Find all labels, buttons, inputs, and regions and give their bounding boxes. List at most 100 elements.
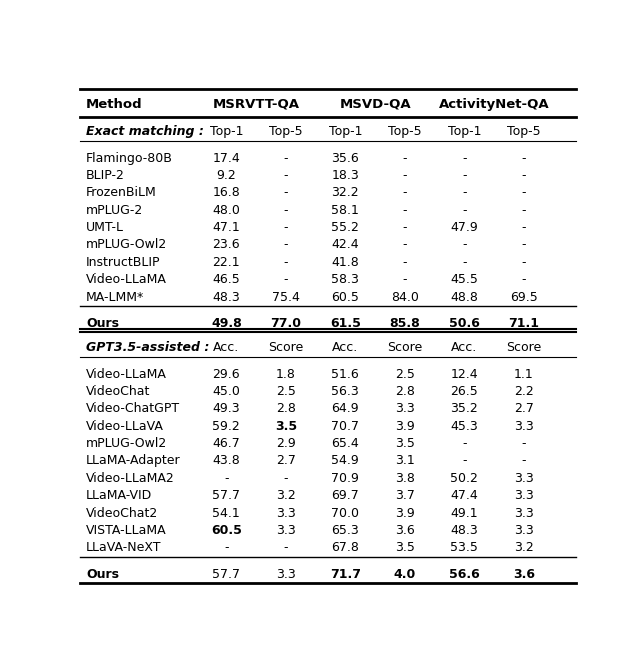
Text: FrozenBiLM: FrozenBiLM	[86, 186, 157, 199]
Text: 3.3: 3.3	[514, 489, 534, 502]
Text: Acc.: Acc.	[451, 341, 477, 354]
Text: Video-ChatGPT: Video-ChatGPT	[86, 402, 180, 416]
Text: 3.2: 3.2	[514, 541, 534, 554]
Text: -: -	[522, 204, 526, 217]
Text: 48.0: 48.0	[212, 204, 240, 217]
Text: 69.5: 69.5	[510, 291, 538, 303]
Text: 9.2: 9.2	[216, 169, 236, 182]
Text: 58.1: 58.1	[332, 204, 359, 217]
Text: 1.1: 1.1	[514, 368, 534, 381]
Text: 56.6: 56.6	[449, 568, 480, 581]
Text: -: -	[403, 221, 407, 234]
Text: Flamingo-80B: Flamingo-80B	[86, 151, 173, 165]
Text: 61.5: 61.5	[330, 317, 361, 330]
Text: ActivityNet-QA: ActivityNet-QA	[439, 97, 550, 111]
Text: -: -	[522, 273, 526, 286]
Text: UMT-L: UMT-L	[86, 221, 124, 234]
Text: 60.5: 60.5	[332, 291, 359, 303]
Text: 49.1: 49.1	[451, 506, 478, 520]
Text: -: -	[284, 221, 288, 234]
Text: -: -	[284, 169, 288, 182]
Text: 2.5: 2.5	[395, 368, 415, 381]
Text: Video-LLaVA: Video-LLaVA	[86, 420, 164, 433]
Text: -: -	[284, 186, 288, 199]
Text: mPLUG-Owl2: mPLUG-Owl2	[86, 239, 167, 251]
Text: -: -	[462, 151, 467, 165]
Text: -: -	[224, 472, 228, 485]
Text: -: -	[522, 437, 526, 450]
Text: 59.2: 59.2	[212, 420, 240, 433]
Text: 3.5: 3.5	[395, 437, 415, 450]
Text: 58.3: 58.3	[332, 273, 359, 286]
Text: -: -	[403, 169, 407, 182]
Text: 18.3: 18.3	[332, 169, 359, 182]
Text: -: -	[522, 239, 526, 251]
Text: Video-LLaMA: Video-LLaMA	[86, 368, 167, 381]
Text: Acc.: Acc.	[332, 341, 358, 354]
Text: 65.3: 65.3	[332, 524, 359, 537]
Text: MSRVTT-QA: MSRVTT-QA	[212, 97, 300, 111]
Text: Method: Method	[86, 97, 143, 111]
Text: MSVD-QA: MSVD-QA	[339, 97, 411, 111]
Text: mPLUG-2: mPLUG-2	[86, 204, 143, 217]
Text: -: -	[462, 256, 467, 269]
Text: 3.9: 3.9	[395, 420, 415, 433]
Text: -: -	[403, 256, 407, 269]
Text: 45.3: 45.3	[451, 420, 478, 433]
Text: Top-5: Top-5	[388, 125, 422, 138]
Text: 48.8: 48.8	[451, 291, 478, 303]
Text: -: -	[403, 204, 407, 217]
Text: 55.2: 55.2	[332, 221, 359, 234]
Text: 3.6: 3.6	[513, 568, 535, 581]
Text: 54.1: 54.1	[212, 506, 240, 520]
Text: 32.2: 32.2	[332, 186, 359, 199]
Text: 3.3: 3.3	[514, 472, 534, 485]
Text: 26.5: 26.5	[451, 385, 478, 398]
Text: 3.3: 3.3	[276, 568, 296, 581]
Text: 2.8: 2.8	[395, 385, 415, 398]
Text: 3.2: 3.2	[276, 489, 296, 502]
Text: Top-5: Top-5	[507, 125, 541, 138]
Text: -: -	[224, 541, 228, 554]
Text: -: -	[403, 239, 407, 251]
Text: -: -	[462, 437, 467, 450]
Text: 3.5: 3.5	[275, 420, 297, 433]
Text: 46.7: 46.7	[212, 437, 240, 450]
Text: Ours: Ours	[86, 568, 119, 581]
Text: 3.1: 3.1	[395, 454, 415, 468]
Text: 3.8: 3.8	[395, 472, 415, 485]
Text: GPT3.5-assisted :: GPT3.5-assisted :	[86, 341, 209, 354]
Text: 71.7: 71.7	[330, 568, 361, 581]
Text: -: -	[284, 151, 288, 165]
Text: 3.3: 3.3	[514, 420, 534, 433]
Text: -: -	[462, 239, 467, 251]
Text: 2.9: 2.9	[276, 437, 296, 450]
Text: 23.6: 23.6	[212, 239, 240, 251]
Text: 2.2: 2.2	[514, 385, 534, 398]
Text: -: -	[403, 151, 407, 165]
Text: Top-1: Top-1	[447, 125, 481, 138]
Text: 3.5: 3.5	[395, 541, 415, 554]
Text: 41.8: 41.8	[332, 256, 359, 269]
Text: Video-LLaMA: Video-LLaMA	[86, 273, 167, 286]
Text: 57.7: 57.7	[212, 568, 241, 581]
Text: 85.8: 85.8	[390, 317, 420, 330]
Text: -: -	[284, 541, 288, 554]
Text: 65.4: 65.4	[332, 437, 359, 450]
Text: Ours: Ours	[86, 317, 119, 330]
Text: 54.9: 54.9	[332, 454, 359, 468]
Text: Video-LLaMA2: Video-LLaMA2	[86, 472, 175, 485]
Text: 16.8: 16.8	[212, 186, 240, 199]
Text: 75.4: 75.4	[272, 291, 300, 303]
Text: 57.7: 57.7	[212, 489, 241, 502]
Text: 84.0: 84.0	[391, 291, 419, 303]
Text: 70.9: 70.9	[332, 472, 359, 485]
Text: 77.0: 77.0	[270, 317, 301, 330]
Text: Acc.: Acc.	[213, 341, 239, 354]
Text: 47.9: 47.9	[451, 221, 478, 234]
Text: 2.8: 2.8	[276, 402, 296, 416]
Text: -: -	[284, 204, 288, 217]
Text: VISTA-LLaMA: VISTA-LLaMA	[86, 524, 166, 537]
Text: -: -	[522, 186, 526, 199]
Text: 42.4: 42.4	[332, 239, 359, 251]
